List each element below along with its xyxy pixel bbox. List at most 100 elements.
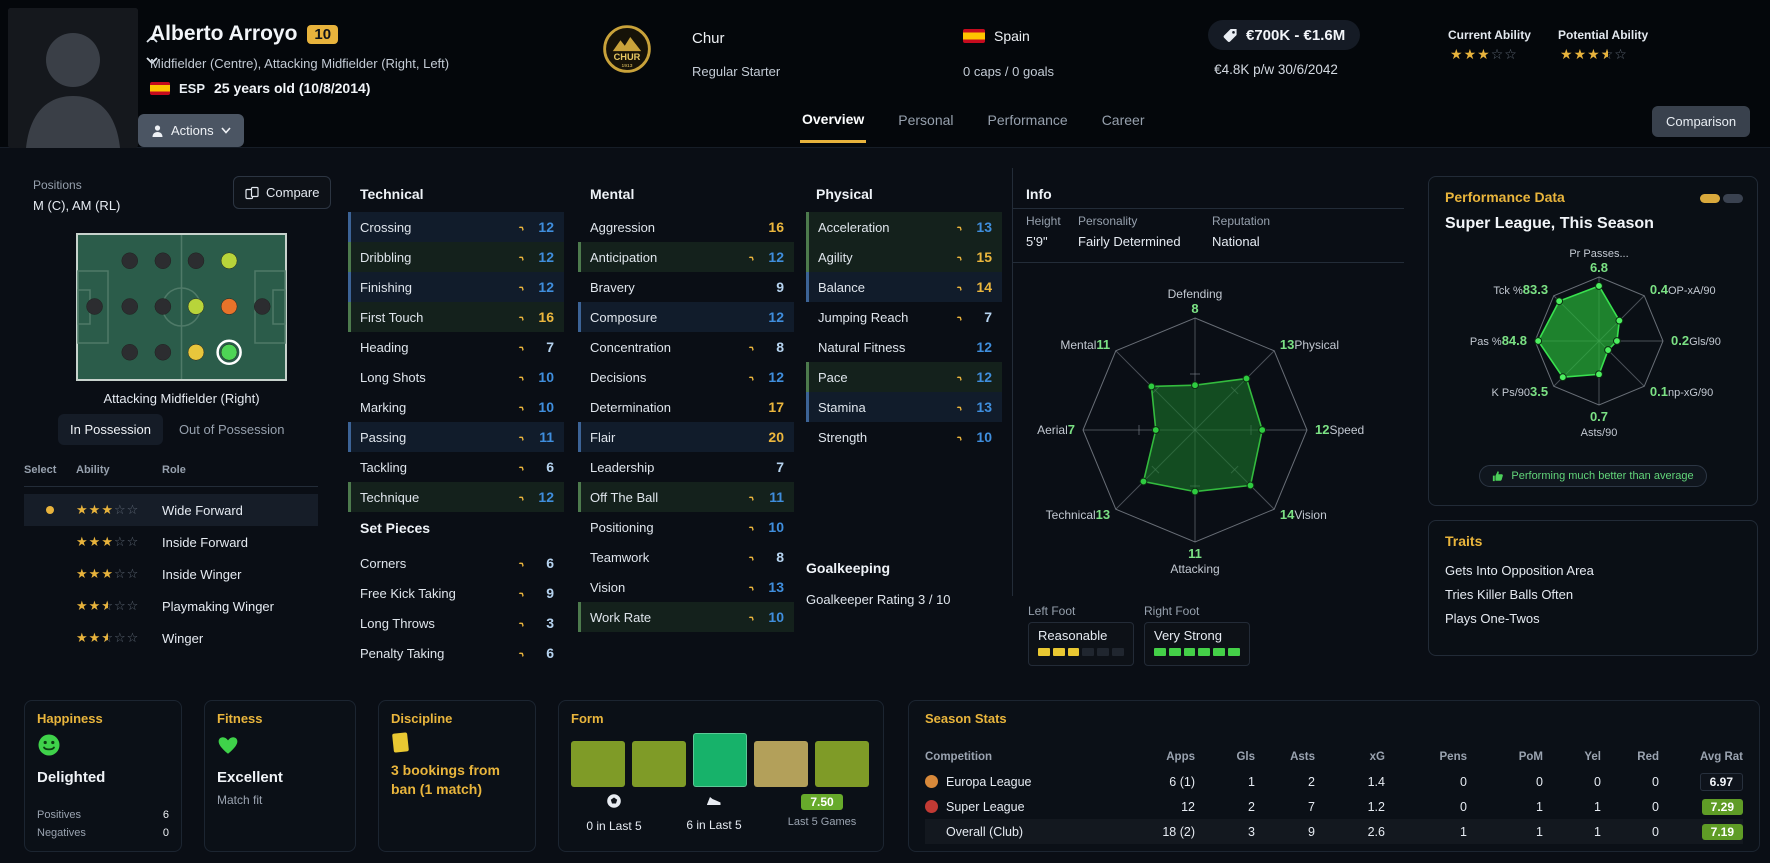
stats-row-overall-club[interactable]: Overall (Club) <box>925 819 1123 844</box>
nation-name[interactable]: Spain <box>994 28 1030 44</box>
chevron-up-icon[interactable] <box>141 30 163 48</box>
role-row-wide-forward[interactable]: ★ ★ ★ ☆ ☆ Wide Forward <box>24 494 318 526</box>
actions-button[interactable]: Actions <box>138 114 244 147</box>
wage-contract: €4.8K p/w 30/6/2042 <box>1214 62 1338 77</box>
attribute-name: First Touch <box>360 309 424 325</box>
star-icon: ☆ <box>113 534 126 549</box>
attribute-row-acceleration: Acceleration › 13 <box>806 212 1002 242</box>
person-icon <box>152 124 163 137</box>
actions-label: Actions <box>171 123 214 138</box>
attribute-name: Penalty Taking <box>360 645 445 661</box>
role-row-inside-winger[interactable]: ★ ★ ★ ☆ ☆ Inside Winger <box>24 558 318 590</box>
form-rating-stat: 7.50 Last 5 Games <box>787 794 857 828</box>
attribute-row-teamwork: Teamwork › 8 <box>578 542 794 572</box>
traits-title: Traits <box>1445 533 1483 549</box>
form-title: Form <box>571 711 604 726</box>
panel-toggle[interactable] <box>1700 194 1743 203</box>
role-name: Wide Forward <box>162 502 243 518</box>
attribute-value: 6 <box>546 555 554 571</box>
attribute-value: 12 <box>538 489 554 505</box>
stats-col-yel: Yel <box>1584 751 1601 763</box>
no-arrow <box>747 282 756 293</box>
attribute-value: 20 <box>768 429 784 445</box>
tab-personal[interactable]: Personal <box>898 112 954 128</box>
stat-gls: 2 <box>1248 799 1255 814</box>
tab-in-possession[interactable]: In Possession <box>58 414 163 445</box>
attribute-value: 15 <box>976 249 992 265</box>
tab-out-of-possession[interactable]: Out of Possession <box>178 422 285 437</box>
tab-overview[interactable]: Overview <box>800 98 867 143</box>
attribute-value: 12 <box>538 279 554 295</box>
set-pieces-title: Set Pieces <box>360 520 431 536</box>
stats-row-europa-league[interactable]: Europa League <box>925 769 1123 794</box>
role-row-inside-forward[interactable]: ★ ★ ★ ☆ ☆ Inside Forward <box>24 526 318 558</box>
tab-performance[interactable]: Performance <box>987 112 1068 128</box>
svg-text:0.2Gls/90: 0.2Gls/90 <box>1671 333 1721 348</box>
divider <box>1012 168 1013 596</box>
role-row-winger[interactable]: ★ ★ ☆ ★ ☆ ☆ Winger <box>24 622 318 654</box>
attribute-value: 12 <box>976 369 992 385</box>
goalkeeper-rating: Goalkeeper Rating 3 / 10 <box>806 592 951 607</box>
position-pitch-map[interactable] <box>76 233 287 381</box>
traits-panel: Traits Gets Into Opposition Area Tries K… <box>1428 520 1758 656</box>
attribute-value: 10 <box>768 519 784 535</box>
chevron-down-icon[interactable] <box>141 52 163 70</box>
attribute-name: Long Throws <box>360 615 435 631</box>
star-icon: ★ <box>88 598 101 613</box>
star-icon: ☆ <box>126 630 139 645</box>
attribute-value: 12 <box>538 219 554 235</box>
attribute-value: 7 <box>776 459 784 475</box>
attribute-value: 16 <box>538 309 554 325</box>
stats-row-super-league[interactable]: Super League <box>925 794 1123 819</box>
attribute-row-leadership: Leadership 7 <box>578 452 794 482</box>
transfer-value: €700K - €1.6M <box>1246 26 1346 44</box>
svg-text:Asts/90: Asts/90 <box>1581 427 1618 439</box>
stat-xg: 1.2 <box>1367 799 1385 814</box>
heart-icon <box>218 737 238 754</box>
attribute-name: Stamina <box>818 399 866 415</box>
reputation-value: National <box>1212 234 1260 249</box>
compare-button[interactable]: Compare <box>233 176 332 209</box>
attribute-row-determination: Determination 17 <box>578 392 794 422</box>
right-foot-label: Right Foot <box>1144 604 1200 618</box>
smiley-icon <box>38 734 60 756</box>
svg-text:14Vision: 14Vision <box>1280 507 1327 522</box>
svg-text:Tck %83.3: Tck %83.3 <box>1493 282 1548 297</box>
col-ability: Ability <box>76 464 110 476</box>
height-label: Height <box>1026 214 1061 228</box>
star-icon: ☆ <box>126 534 139 549</box>
foot-strength-segment <box>1082 648 1095 656</box>
attribute-name: Jumping Reach <box>818 309 909 325</box>
club-name[interactable]: Chur <box>692 30 725 47</box>
no-arrow <box>747 222 756 233</box>
tab-career[interactable]: Career <box>1101 112 1145 128</box>
squad-status: Regular Starter <box>692 64 781 79</box>
stat-xg: 1.4 <box>1367 774 1385 789</box>
positions-summary: M (C), AM (RL) <box>33 198 121 213</box>
stat-asts: 9 <box>1255 819 1315 844</box>
attribute-name: Positioning <box>590 519 654 535</box>
current-ability-stars: ★ ★ ★ ☆ ☆ <box>1450 47 1517 61</box>
stat-asts: 2 <box>1308 774 1315 789</box>
comparison-button[interactable]: Comparison <box>1652 106 1751 137</box>
no-arrow <box>747 462 756 473</box>
form-panel: Form 0 in Last 5 6 in Last 5 7.50 Last 5… <box>558 700 884 852</box>
attribute-value: 12 <box>768 249 784 265</box>
attribute-value: 13 <box>768 579 784 595</box>
role-row-playmaking-winger[interactable]: ★ ★ ☆ ★ ☆ ☆ Playmaking Winger <box>24 590 318 622</box>
attribute-name: Aggression <box>590 219 656 235</box>
attribute-row-tackling: Tackling › 6 <box>348 452 564 482</box>
attribute-row-anticipation: Anticipation › 12 <box>578 242 794 272</box>
attribute-value: 11 <box>539 429 554 445</box>
attribute-row-long-throws: Long Throws › 3 <box>348 608 564 638</box>
svg-text:Technical13: Technical13 <box>1046 507 1111 522</box>
role-name: Winger <box>162 630 204 646</box>
fitness-panel: Fitness Excellent Match fit <box>204 700 356 852</box>
svg-text:12Speed: 12Speed <box>1315 422 1364 437</box>
discipline-title: Discipline <box>391 711 453 726</box>
attribute-row-heading: Heading › 7 <box>348 332 564 362</box>
attribute-value: 12 <box>768 369 784 385</box>
reputation-label: Reputation <box>1212 214 1271 228</box>
attribute-name: Determination <box>590 399 671 415</box>
attribute-row-off-the-ball: Off The Ball › 11 <box>578 482 794 512</box>
